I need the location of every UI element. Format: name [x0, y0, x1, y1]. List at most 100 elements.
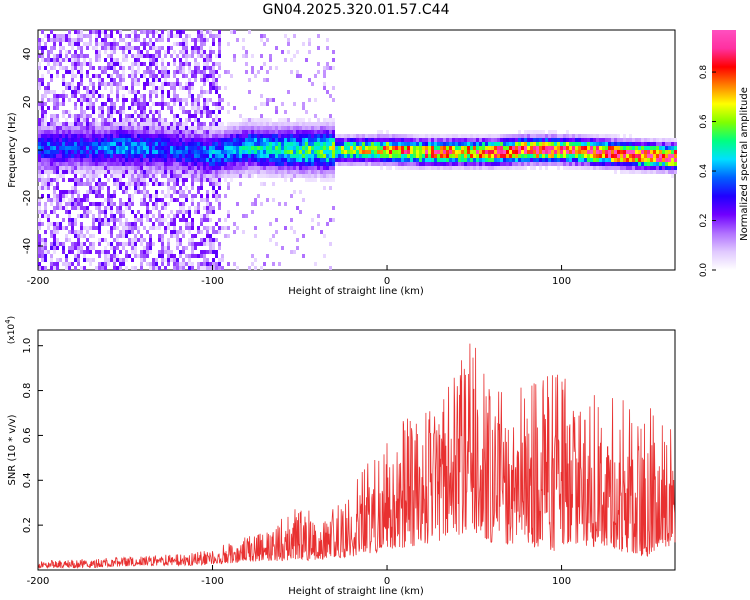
heatmap-cell — [182, 142, 185, 146]
heatmap-cell — [662, 150, 665, 154]
heatmap-cell — [173, 154, 176, 158]
heatmap-cell — [221, 226, 224, 230]
heatmap-cell — [77, 166, 80, 170]
heatmap-cell — [146, 154, 149, 158]
heatmap-cell — [56, 222, 59, 226]
heatmap-cell — [161, 46, 164, 50]
heatmap-cell — [197, 46, 200, 50]
heatmap-cell — [536, 146, 539, 150]
heatmap-cell — [41, 222, 44, 226]
heatmap-cell — [131, 114, 134, 118]
heatmap-cell — [206, 210, 209, 214]
heatmap-cell — [251, 158, 254, 162]
heatmap-cell — [317, 222, 320, 226]
heatmap-cell — [134, 70, 137, 74]
heatmap-cell — [269, 98, 272, 102]
heatmap-cell — [287, 118, 290, 122]
heatmap-cell — [326, 150, 329, 154]
heatmap-cell — [401, 146, 404, 150]
heatmap-cell — [134, 190, 137, 194]
heatmap-cell — [467, 146, 470, 150]
heatmap-cell — [269, 154, 272, 158]
heatmap-cell — [302, 118, 305, 122]
heatmap-cell — [332, 86, 335, 90]
heatmap-cell — [74, 74, 77, 78]
heatmap-cell — [230, 134, 233, 138]
heatmap-cell — [206, 54, 209, 58]
heatmap-cell — [386, 134, 389, 138]
heatmap-cell — [146, 78, 149, 82]
heatmap-cell — [212, 102, 215, 106]
heatmap-cell — [299, 210, 302, 214]
heatmap-cell — [62, 150, 65, 154]
snr-scale-suffix: ) — [7, 316, 17, 320]
heatmap-cell — [71, 42, 74, 46]
heatmap-cell — [497, 138, 500, 142]
heatmap-cell — [89, 126, 92, 130]
heatmap-cell — [212, 166, 215, 170]
heatmap-cell — [47, 98, 50, 102]
heatmap-cell — [293, 250, 296, 254]
heatmap-cell — [164, 66, 167, 70]
heatmap-cell — [173, 214, 176, 218]
heatmap-cell — [581, 134, 584, 138]
heatmap-cell — [170, 130, 173, 134]
heatmap-cell — [326, 90, 329, 94]
heatmap-cell — [47, 162, 50, 166]
heatmap-cell — [185, 134, 188, 138]
heatmap-cell — [164, 174, 167, 178]
heatmap-cell — [62, 98, 65, 102]
heatmap-cell — [152, 118, 155, 122]
heatmap-cell — [290, 134, 293, 138]
heatmap-cell — [149, 138, 152, 142]
heatmap-cell — [509, 138, 512, 142]
heatmap-cell — [503, 150, 506, 154]
heatmap-cell — [179, 166, 182, 170]
heatmap-cell — [662, 154, 665, 158]
heatmap-cell — [203, 98, 206, 102]
heatmap-cell — [53, 46, 56, 50]
heatmap-cell — [53, 178, 56, 182]
heatmap-cell — [149, 94, 152, 98]
heatmap-cell — [170, 106, 173, 110]
heatmap-cell — [566, 158, 569, 162]
heatmap-cell — [161, 94, 164, 98]
heatmap-cell — [296, 122, 299, 126]
heatmap-cell — [74, 66, 77, 70]
heatmap-cell — [587, 166, 590, 170]
heatmap-cell — [107, 62, 110, 66]
heatmap-cell — [98, 94, 101, 98]
heatmap-cell — [284, 110, 287, 114]
heatmap-cell — [389, 162, 392, 166]
heatmap-cell — [446, 162, 449, 166]
heatmap-cell — [398, 134, 401, 138]
heatmap-cell — [101, 126, 104, 130]
heatmap-cell — [389, 146, 392, 150]
heatmap-cell — [179, 58, 182, 62]
heatmap-cell — [380, 142, 383, 146]
heatmap-cell — [491, 150, 494, 154]
heatmap-cell — [149, 170, 152, 174]
heatmap-cell — [233, 54, 236, 58]
snr-x-axis-label: Height of straight line (km) — [288, 586, 424, 597]
heatmap-cell — [71, 206, 74, 210]
heatmap-cell — [197, 262, 200, 266]
heatmap-cell — [194, 62, 197, 66]
heatmap-cell — [71, 58, 74, 62]
heatmap-cell — [254, 138, 257, 142]
heatmap-cell — [506, 134, 509, 138]
heatmap-cell — [332, 170, 335, 174]
heatmap-cell — [326, 130, 329, 134]
heatmap-cell — [62, 242, 65, 246]
heatmap-cell — [71, 54, 74, 58]
heatmap-cell — [41, 162, 44, 166]
heatmap-cell — [263, 142, 266, 146]
heatmap-cell — [89, 138, 92, 142]
heatmap-cell — [296, 118, 299, 122]
heatmap-cell — [479, 158, 482, 162]
heatmap-cell — [323, 166, 326, 170]
heatmap-cell — [518, 162, 521, 166]
heatmap-cell — [218, 54, 221, 58]
heatmap-cell — [71, 94, 74, 98]
heatmap-cell — [215, 86, 218, 90]
